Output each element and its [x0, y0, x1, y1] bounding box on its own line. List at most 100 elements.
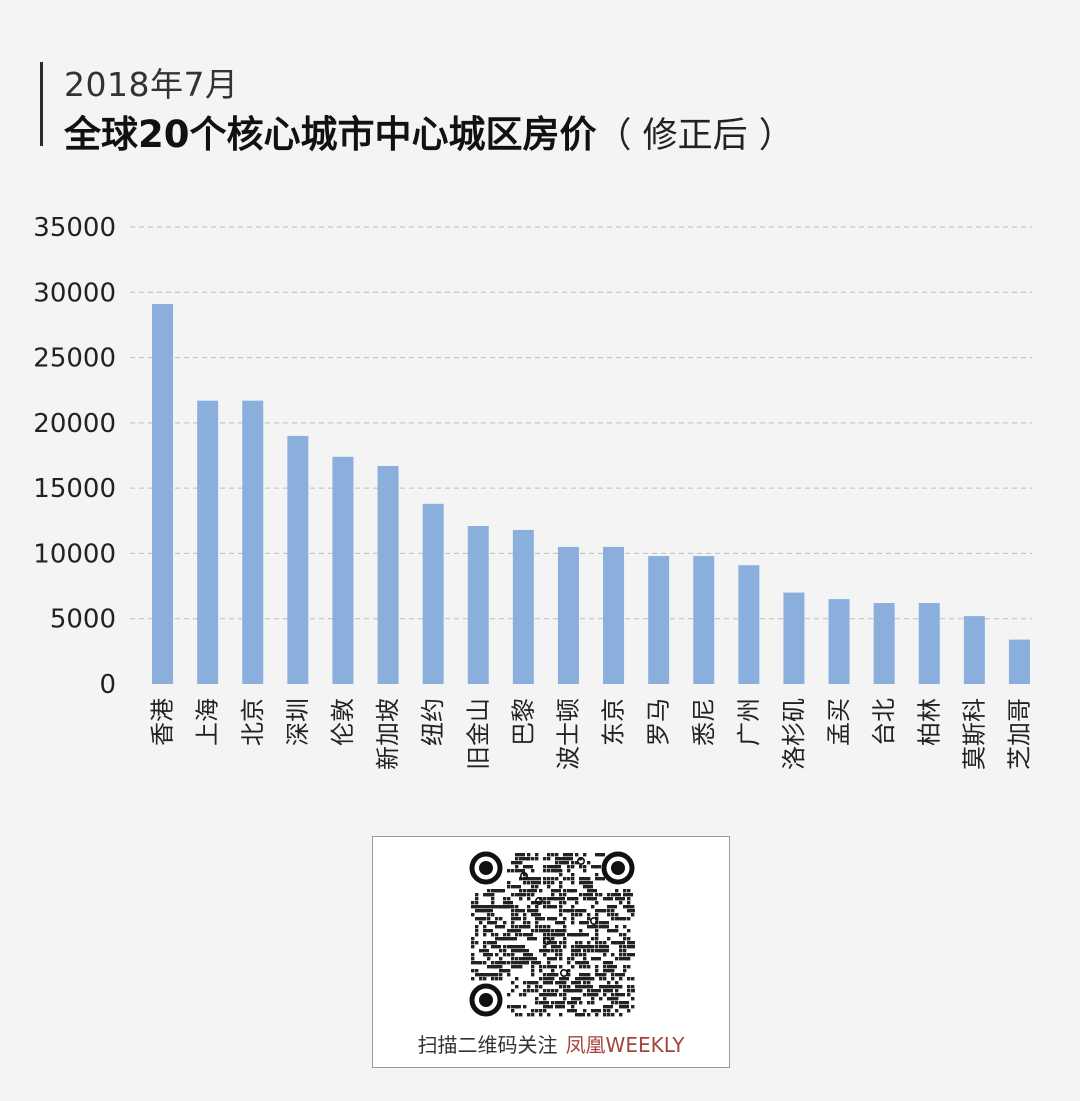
qr-module: [527, 1013, 531, 1017]
qr-module: [619, 957, 629, 961]
qr-module: [491, 897, 495, 901]
qr-module: [527, 925, 531, 929]
qr-module: [567, 857, 571, 861]
x-tick-label: 北京: [239, 698, 267, 746]
qr-module: [495, 925, 505, 929]
qr-module: [475, 941, 479, 945]
qr-module: [611, 893, 621, 897]
qr-module: [563, 997, 567, 1001]
qr-module: [627, 953, 635, 957]
qr-module: [539, 929, 549, 933]
qr-module: [511, 961, 521, 965]
qr-module: [515, 905, 519, 909]
qr-module: [543, 897, 547, 901]
qr-module: [487, 889, 491, 893]
qr-module: [571, 965, 575, 969]
qr-module: [567, 969, 571, 973]
qr-module: [587, 889, 597, 893]
qr-module: [535, 929, 539, 933]
qr-code-image[interactable]: [469, 851, 635, 1017]
qr-module: [547, 949, 551, 953]
qr-module: [491, 901, 495, 905]
qr-module: [595, 873, 599, 877]
qr-module: [519, 933, 523, 937]
qr-module: [479, 961, 483, 965]
chart-title-main: 全球20个核心城市中心城区房价: [64, 113, 597, 156]
qr-module: [479, 917, 483, 921]
qr-module: [595, 865, 599, 869]
qr-module: [519, 893, 523, 897]
qr-module: [587, 885, 591, 889]
x-tick-label: 新加坡: [374, 698, 402, 770]
qr-module: [551, 881, 555, 885]
qr-module: [587, 965, 591, 969]
qr-module: [615, 1009, 619, 1013]
qr-module: [627, 989, 631, 993]
qr-module: [503, 953, 507, 957]
qr-module: [555, 933, 565, 937]
qr-module: [499, 889, 503, 893]
qr-module: [595, 901, 599, 905]
qr-module: [539, 977, 543, 981]
qr-module: [555, 981, 565, 985]
qr-module: [519, 877, 523, 881]
qr-module: [587, 945, 591, 949]
qr-module: [483, 953, 493, 957]
qr-module: [567, 985, 571, 989]
qr-module: [475, 929, 479, 933]
qr-module: [631, 941, 635, 945]
qr-module: [515, 857, 519, 861]
qr-module: [607, 989, 611, 993]
qr-module: [583, 981, 587, 985]
qr-module: [607, 909, 611, 913]
qr-module: [523, 933, 533, 937]
bar: [197, 400, 219, 684]
qr-module: [511, 1009, 515, 1013]
x-tick-label: 东京: [600, 698, 628, 746]
qr-module: [499, 937, 509, 941]
qr-module: [575, 945, 585, 949]
qr-module: [559, 913, 563, 917]
chart-title: 全球20个核心城市中心城区房价（ 修正后 ）: [64, 104, 794, 158]
qr-module: [571, 981, 581, 985]
qr-module: [523, 917, 527, 921]
qr-module: [495, 917, 499, 921]
qr-module: [479, 921, 483, 925]
bar: [287, 435, 309, 684]
qr-module: [623, 925, 627, 929]
qr-module: [531, 857, 535, 861]
qr-module: [555, 877, 559, 881]
qr-module: [555, 953, 559, 957]
qr-module: [623, 889, 627, 893]
qr-module: [527, 957, 537, 961]
qr-module: [627, 957, 631, 961]
y-tick-label: 15000: [33, 474, 116, 504]
qr-module: [587, 973, 591, 977]
qr-module: [571, 921, 575, 925]
qr-module: [531, 969, 535, 973]
qr-module: [503, 905, 513, 909]
qr-module: [555, 857, 565, 861]
bar: [332, 456, 354, 684]
qr-module: [539, 965, 543, 969]
qr-module: [575, 901, 579, 905]
qr-module: [551, 945, 561, 949]
qr-module: [543, 1005, 553, 1009]
qr-caption: 扫描二维码关注 凤凰WEEKLY: [373, 1029, 729, 1058]
qr-module: [615, 929, 619, 933]
qr-module: [587, 1013, 591, 1017]
qr-module: [559, 909, 563, 913]
qr-module: [519, 871, 528, 880]
qr-module: [491, 941, 495, 945]
qr-module: [623, 917, 627, 921]
chart-title-paren: （ 修正后 ）: [596, 116, 794, 156]
qr-module: [567, 865, 571, 869]
qr-module: [551, 1001, 555, 1005]
qr-module: [479, 949, 489, 953]
qr-module: [519, 861, 523, 865]
qr-module: [611, 973, 615, 977]
qr-module: [563, 877, 567, 881]
qr-module: [543, 933, 547, 937]
qr-module: [495, 961, 505, 965]
qr-module: [603, 1005, 613, 1009]
